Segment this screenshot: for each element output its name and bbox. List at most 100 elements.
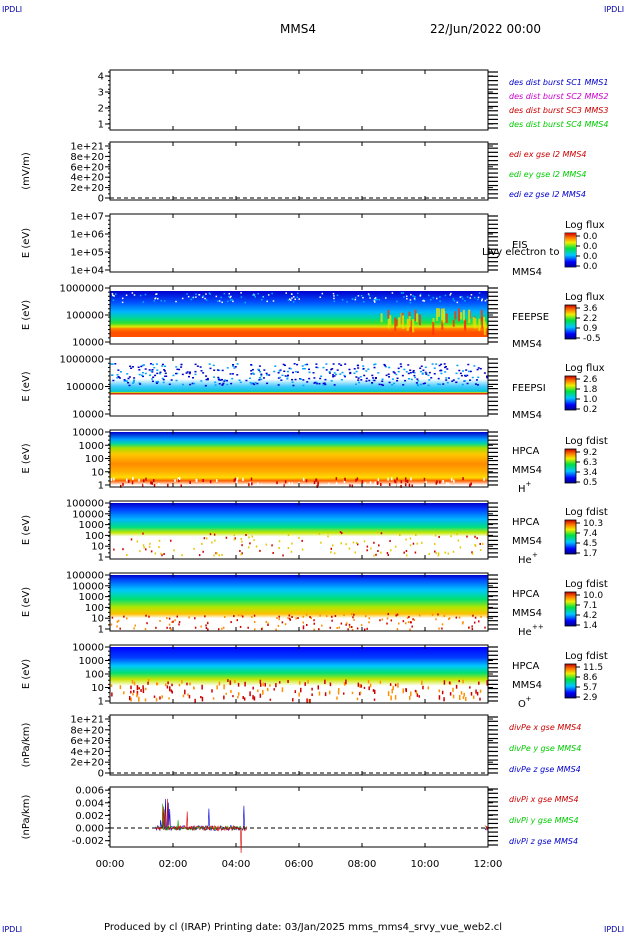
hpca-o-speck — [394, 695, 397, 700]
spacecraft-label: MMS4 — [512, 680, 542, 691]
hpca-he-speck — [340, 542, 343, 545]
hpca-he-speck — [345, 543, 347, 546]
feepsi-speck — [286, 376, 289, 378]
hpca-h-speck — [380, 482, 382, 486]
feepse-speck — [374, 301, 376, 303]
feepsi-speck — [234, 366, 237, 368]
ytick-label: 0.004 — [75, 798, 104, 809]
panel-feepse: 1000000 100000 10000 E (eV) FEEPSE MMS4 Log fl… — [21, 284, 605, 351]
hpca-o-speck — [298, 692, 300, 697]
hpca-o-speck — [159, 696, 161, 700]
hpca-hepp-speck — [267, 624, 269, 627]
hpca-hepp-speck — [418, 614, 421, 617]
feepsi-spectrogram — [110, 361, 488, 412]
feepsi-speck — [462, 370, 465, 372]
feepsi-speck — [214, 381, 217, 384]
feepse-speck — [215, 295, 218, 298]
feepsi-speck — [399, 363, 402, 365]
legend-entry: divPi z gse MMS4 — [509, 837, 578, 846]
hpca-h-speck — [356, 477, 359, 481]
hpca-he-speck — [414, 551, 417, 554]
hpca-he-speck — [378, 544, 380, 547]
hpca-he-speck — [241, 544, 243, 547]
hpca-o-speck — [128, 696, 131, 701]
hpca-o-speck — [153, 695, 156, 698]
hpca-o-speck — [229, 682, 231, 685]
ytick-label: 1e+04 — [70, 266, 104, 277]
feepsi-speck — [302, 367, 305, 370]
hpca-he-speck — [213, 554, 215, 557]
feepse-enhancement — [389, 315, 392, 325]
hpca-o-speck — [168, 697, 170, 700]
hpca-h-speck — [144, 483, 147, 487]
feepsi-speck — [466, 382, 469, 385]
spacecraft-label: MMS4 — [512, 465, 542, 476]
hpca-o-speck — [317, 685, 320, 690]
feepsi-speck — [314, 381, 317, 384]
feepsi-speck — [221, 369, 224, 372]
feepse-speck — [466, 296, 469, 298]
hpca-h-speck — [142, 483, 144, 487]
hpca-h-speck — [344, 477, 346, 481]
feepsi-speck — [344, 375, 347, 378]
hpca-hepp-speck — [236, 619, 239, 622]
feepsi-speck — [467, 363, 470, 366]
hpca-h-speck — [302, 477, 305, 481]
feepse-speck — [332, 292, 335, 295]
feepsi-speck — [303, 367, 306, 370]
hpca-he-speck — [271, 544, 273, 547]
ytick-label: 10000 — [72, 410, 104, 421]
hpca-o-speck — [387, 691, 390, 697]
hpca-hepp-speck — [438, 627, 440, 630]
feepsi-speck — [292, 384, 295, 387]
hpca-o-speck — [223, 695, 225, 700]
feepsi-speck — [149, 363, 152, 365]
hpca-hepp-speck — [352, 616, 354, 619]
panel-eis: 1e+07 1e+06 1e+05 1e+04 E (eV) EIS MMS4 Llvy el… — [21, 212, 605, 279]
feepsi-speck — [424, 366, 427, 369]
hpca-hepp-speck — [474, 616, 477, 619]
feepsi-speck — [224, 379, 227, 381]
hpca-o-speck — [427, 686, 430, 690]
feepsi-speck — [159, 372, 162, 375]
species-charge: + — [532, 551, 538, 559]
hpca-o-speck — [232, 695, 234, 698]
hpca-o-speck — [249, 691, 251, 697]
feepsi-speck — [141, 364, 144, 367]
ytick-label: 100 — [85, 454, 104, 465]
hpca-o-speck — [264, 682, 266, 687]
feepsi-speck — [427, 384, 430, 387]
feepse-speck — [296, 292, 299, 295]
feepsi-speck — [162, 378, 165, 381]
feepsi-speck — [422, 382, 425, 385]
hpca-he-speck — [249, 542, 251, 545]
feepsi-speck — [155, 381, 158, 383]
hpca-o-speck — [356, 697, 359, 701]
hpca-h-speck — [138, 478, 140, 482]
feepsi-speck — [225, 379, 228, 382]
feepsi-speck — [268, 374, 271, 376]
hpca-o-speck — [443, 680, 446, 685]
hpca-hepp-speck — [471, 628, 474, 631]
feepsi-speck — [373, 363, 376, 366]
hpca-he-speck — [216, 552, 218, 555]
hpca-o-speck — [410, 691, 412, 697]
feepsi-speck — [362, 367, 365, 370]
feepsi-speck — [189, 383, 192, 386]
feepse-speck — [376, 298, 378, 301]
hpca-o-speck — [123, 691, 125, 695]
feepsi-speck — [365, 370, 368, 372]
feepsi-speck — [126, 373, 129, 375]
feepsi-speck — [286, 374, 289, 377]
feepsi-speck — [252, 372, 255, 374]
hpca-o-speck — [458, 695, 461, 700]
feepsi-speck — [316, 382, 319, 385]
feepsi-speck — [308, 377, 311, 380]
feepsi-speck — [148, 369, 151, 371]
hpca-h-speck — [236, 481, 238, 485]
feepsi-speck — [362, 365, 365, 367]
hpca-o-speck — [307, 680, 309, 684]
feepse-speck — [187, 295, 190, 298]
feepse-speck — [154, 297, 156, 300]
hpca-h-speck — [209, 480, 212, 484]
